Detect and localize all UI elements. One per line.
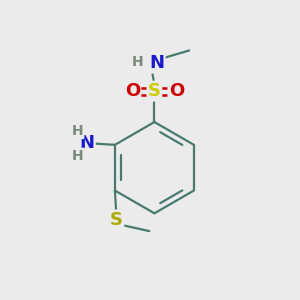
Text: N: N (149, 54, 164, 72)
Text: N: N (80, 134, 94, 152)
Text: O: O (169, 82, 184, 100)
Text: H: H (131, 55, 143, 69)
Text: H: H (72, 124, 83, 138)
Text: S: S (148, 82, 161, 100)
Text: O: O (125, 82, 140, 100)
Text: S: S (110, 211, 123, 229)
Text: H: H (72, 149, 83, 163)
